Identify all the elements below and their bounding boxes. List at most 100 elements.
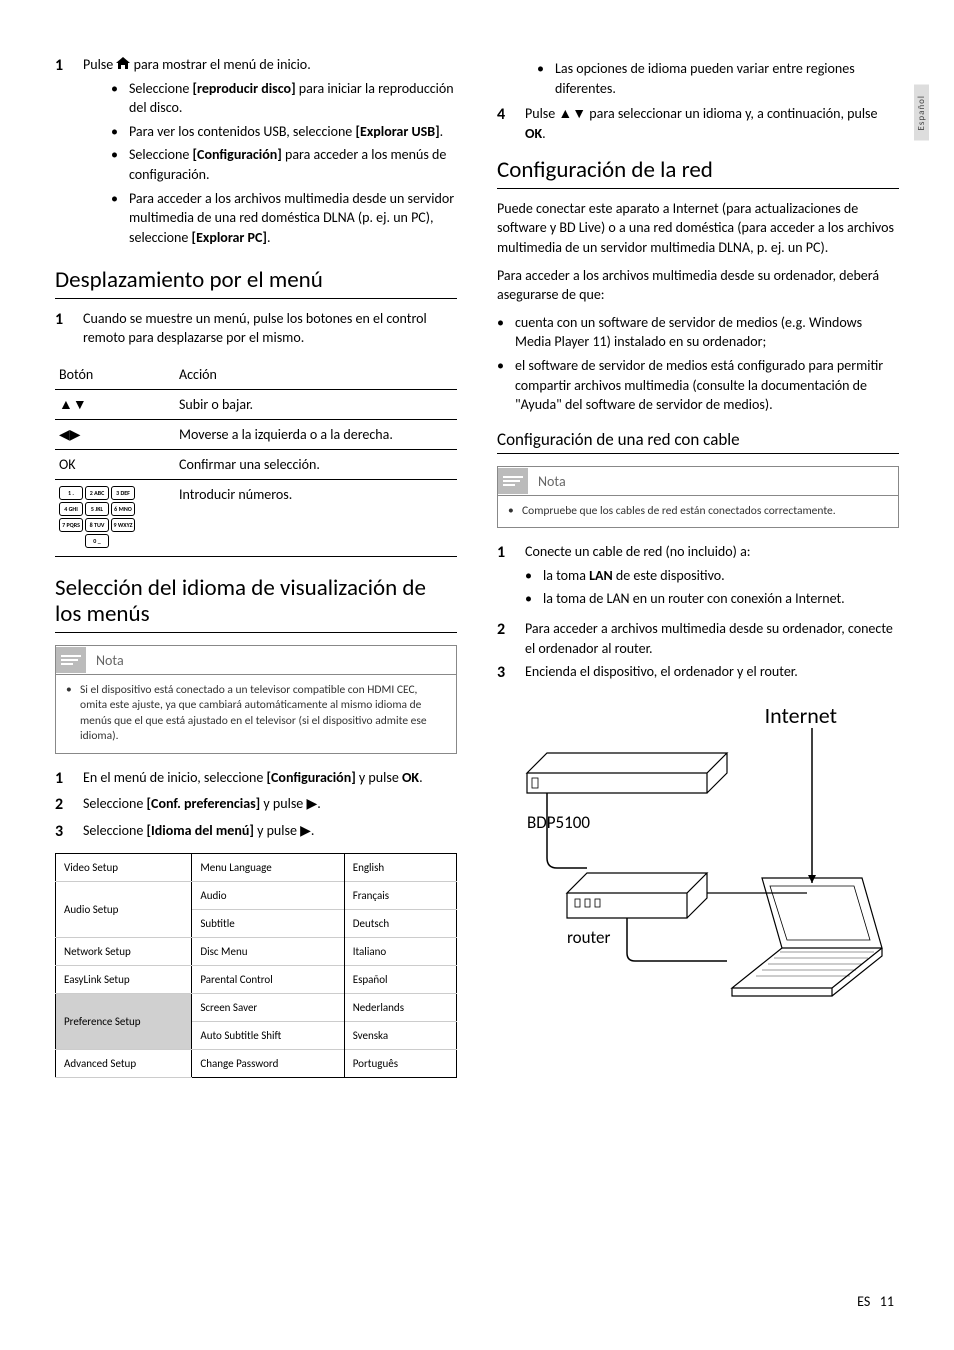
- note-icon: [56, 647, 86, 673]
- menu-right-cell: English: [344, 854, 456, 882]
- list-item: Para ver los contenidos USB, seleccione …: [111, 122, 457, 142]
- menu-left-cell: Network Setup: [56, 938, 192, 966]
- menu-left-cell: Audio Setup: [56, 882, 192, 938]
- menu-right-cell: Español: [344, 966, 456, 994]
- table-row: EasyLink SetupParental ControlEspañol: [56, 966, 457, 994]
- list-item: 2Para acceder a archivos multimedia desd…: [497, 619, 899, 658]
- menu-mid-cell: Change Password: [192, 1050, 344, 1078]
- action-cell: Moverse a la izquierda o a la derecha.: [175, 419, 457, 449]
- button-action-table: Botón Acción ▲▼Subir o bajar.◀▶Moverse a…: [55, 360, 457, 557]
- table-row: ▲▼Subir o bajar.: [55, 389, 457, 419]
- heading-network: Configuración de la red: [497, 157, 899, 188]
- action-cell: Confirmar una selección.: [175, 449, 457, 479]
- net-intro: Puede conectar este aparato a Internet (…: [497, 199, 899, 258]
- menu-mid-cell: Disc Menu: [192, 938, 344, 966]
- table-row: Audio SetupAudioFrançais: [56, 882, 457, 910]
- home-icon: [116, 55, 130, 75]
- diagram-device-label: BDP5100: [527, 812, 590, 833]
- ok-label: OK: [525, 125, 542, 142]
- table-header-action: Acción: [175, 360, 457, 390]
- note-label: Nota: [96, 646, 124, 675]
- menu-left-cell: Advanced Setup: [56, 1050, 192, 1078]
- table-row: ◀▶Moverse a la izquierda o a la derecha.: [55, 419, 457, 449]
- menu-right-cell: Français: [344, 882, 456, 910]
- heading-language: Selección del idioma de visualización de…: [55, 575, 457, 633]
- note-text: Si el dispositivo está conectado a un te…: [66, 683, 446, 745]
- list-item: Seleccione [reproducir disco] para inici…: [111, 79, 457, 118]
- menu-right-cell: Português: [344, 1050, 456, 1078]
- table-row: Advanced SetupChange PasswordPortuguês: [56, 1050, 457, 1078]
- table-row: 1 .2 ABC3 DEF4 GHI5 JKL6 MNO7 PQRS8 TUV9…: [55, 479, 457, 556]
- step-number: 1: [55, 309, 83, 348]
- page-footer: ES 11: [857, 1293, 894, 1310]
- step-text: Cuando se muestre un menú, pulse los bot…: [83, 309, 457, 348]
- diagram-laptop: [732, 878, 882, 996]
- step-text: para seleccionar un idioma y, a continua…: [586, 105, 877, 122]
- heading-nav: Desplazamiento por el menú: [55, 267, 457, 298]
- table-header-button: Botón: [55, 360, 175, 390]
- menu-right-cell: Svenska: [344, 1022, 456, 1050]
- network-diagram: Internet BDP5100 router: [497, 703, 899, 1007]
- table-row: Preference SetupScreen SaverNederlands: [56, 994, 457, 1022]
- button-cell: 1 .2 ABC3 DEF4 GHI5 JKL6 MNO7 PQRS8 TUV9…: [55, 479, 175, 556]
- step-text: para mostrar el menú de inicio.: [134, 56, 311, 73]
- list-item: 3Seleccione [Idioma del menú] y pulse ▶.: [55, 821, 457, 843]
- net-bullets: cuenta con un software de servidor de me…: [497, 313, 899, 415]
- note-label: Nota: [538, 467, 566, 496]
- list-item: cuenta con un software de servidor de me…: [497, 313, 899, 352]
- note-box: Nota Compruebe que los cables de red est…: [497, 466, 899, 529]
- list-item: Las opciones de idioma pueden variar ent…: [537, 59, 899, 98]
- action-cell: Subir o bajar.: [175, 389, 457, 419]
- footer-page: 11: [880, 1293, 894, 1310]
- table-row: Network SetupDisc MenuItaliano: [56, 938, 457, 966]
- right-column: Las opciones de idioma pueden variar ent…: [497, 55, 899, 1078]
- list-item: Para acceder a los archivos multimedia d…: [111, 189, 457, 248]
- table-row: Video SetupMenu LanguageEnglish: [56, 854, 457, 882]
- step1-bullets: Seleccione [reproducir disco] para inici…: [83, 79, 457, 248]
- step-list-1: 1 Pulse para mostrar el menú de inicio. …: [55, 55, 457, 253]
- note-icon: [498, 468, 528, 494]
- list-item: Seleccione [Configuración] para acceder …: [111, 145, 457, 184]
- button-cell: ◀▶: [55, 419, 175, 449]
- button-cell: OK: [55, 449, 175, 479]
- menu-right-cell: Deutsch: [344, 910, 456, 938]
- heading-wired: Configuración de una red con cable: [497, 429, 899, 454]
- list-item: 1En el menú de inicio, seleccione [Confi…: [55, 768, 457, 790]
- note-text: Compruebe que los cables de red están co…: [508, 504, 888, 520]
- menu-ui-table: Video SetupMenu LanguageEnglishAudio Set…: [55, 853, 457, 1078]
- language-tab: Español: [914, 85, 929, 141]
- table-row: OKConfirmar una selección.: [55, 449, 457, 479]
- menu-mid-cell: Screen Saver: [192, 994, 344, 1022]
- svg-text:router: router: [567, 927, 611, 948]
- step-text: .: [542, 125, 546, 142]
- list-item: el software de servidor de medios está c…: [497, 356, 899, 415]
- step-number: 1: [55, 55, 83, 253]
- menu-right-cell: Nederlands: [344, 994, 456, 1022]
- menu-left-cell: Video Setup: [56, 854, 192, 882]
- list-item: 2Seleccione [Conf. preferencias] y pulse…: [55, 794, 457, 816]
- menu-mid-cell: Parental Control: [192, 966, 344, 994]
- menu-mid-cell: Subtitle: [192, 910, 344, 938]
- menu-mid-cell: Menu Language: [192, 854, 344, 882]
- step-number: 4: [497, 104, 525, 143]
- step-text: Pulse: [525, 105, 558, 122]
- menu-left-cell: Preference Setup: [56, 994, 192, 1050]
- menu-mid-cell: Audio: [192, 882, 344, 910]
- wired-steps: 1Conecte un cable de red (no incluido) a…: [497, 542, 899, 684]
- step-text: Pulse: [83, 56, 116, 73]
- diagram-device: [527, 753, 727, 793]
- button-cell: ▲▼: [55, 389, 175, 419]
- lang-steps: 1En el menú de inicio, seleccione [Confi…: [55, 768, 457, 843]
- diagram-router: router: [567, 873, 707, 948]
- list-item: 1Conecte un cable de red (no incluido) a…: [497, 542, 899, 615]
- menu-mid-cell: Auto Subtitle Shift: [192, 1022, 344, 1050]
- step4-list: 4 Pulse ▲▼ para seleccionar un idioma y,…: [497, 104, 899, 143]
- updown-icon: ▲▼: [558, 105, 586, 122]
- menu-left-cell: EasyLink Setup: [56, 966, 192, 994]
- footer-lang: ES: [857, 1293, 870, 1310]
- two-column-layout: 1 Pulse para mostrar el menú de inicio. …: [55, 55, 899, 1078]
- top-bullets: Las opciones de idioma pueden variar ent…: [497, 59, 899, 98]
- diagram-internet-label: Internet: [765, 703, 837, 729]
- list-item: 3Encienda el dispositivo, el ordenador y…: [497, 662, 899, 684]
- note-box: Nota Si el dispositivo está conectado a …: [55, 645, 457, 754]
